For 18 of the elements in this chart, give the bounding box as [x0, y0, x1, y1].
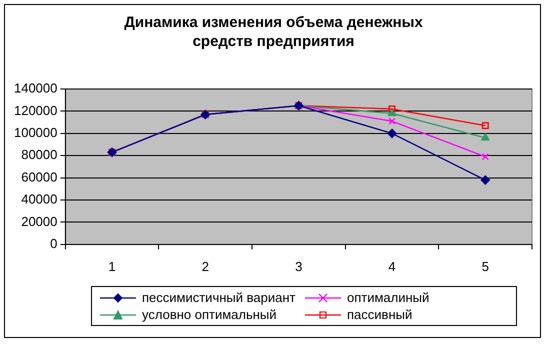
y-tick-label: 140000	[14, 80, 58, 96]
x-tick-label: 3	[295, 258, 302, 274]
legend-label: оптималиный	[347, 290, 430, 305]
y-tick-label: 40000	[21, 192, 58, 207]
chart-title: Динамика изменения объема денежных средств предприятия	[124, 13, 424, 51]
legend-label: условно оптимальный	[142, 307, 277, 322]
y-tick-label: 60000	[21, 169, 58, 184]
y-tick-label: 0	[50, 236, 58, 251]
y-tick-label: 100000	[14, 124, 58, 140]
x-tick-label: 2	[202, 258, 209, 274]
y-tick-label: 20000	[21, 214, 58, 229]
x-tick-label: 1	[108, 258, 116, 274]
legend-label: пессимистичный вариант	[142, 290, 296, 305]
y-tick-label: 80000	[21, 147, 58, 162]
x-tick-label: 4	[388, 258, 396, 274]
legend-label: пассивный	[347, 307, 412, 322]
x-tick-label: 5	[482, 258, 489, 274]
y-tick-label: 120000	[14, 102, 58, 118]
